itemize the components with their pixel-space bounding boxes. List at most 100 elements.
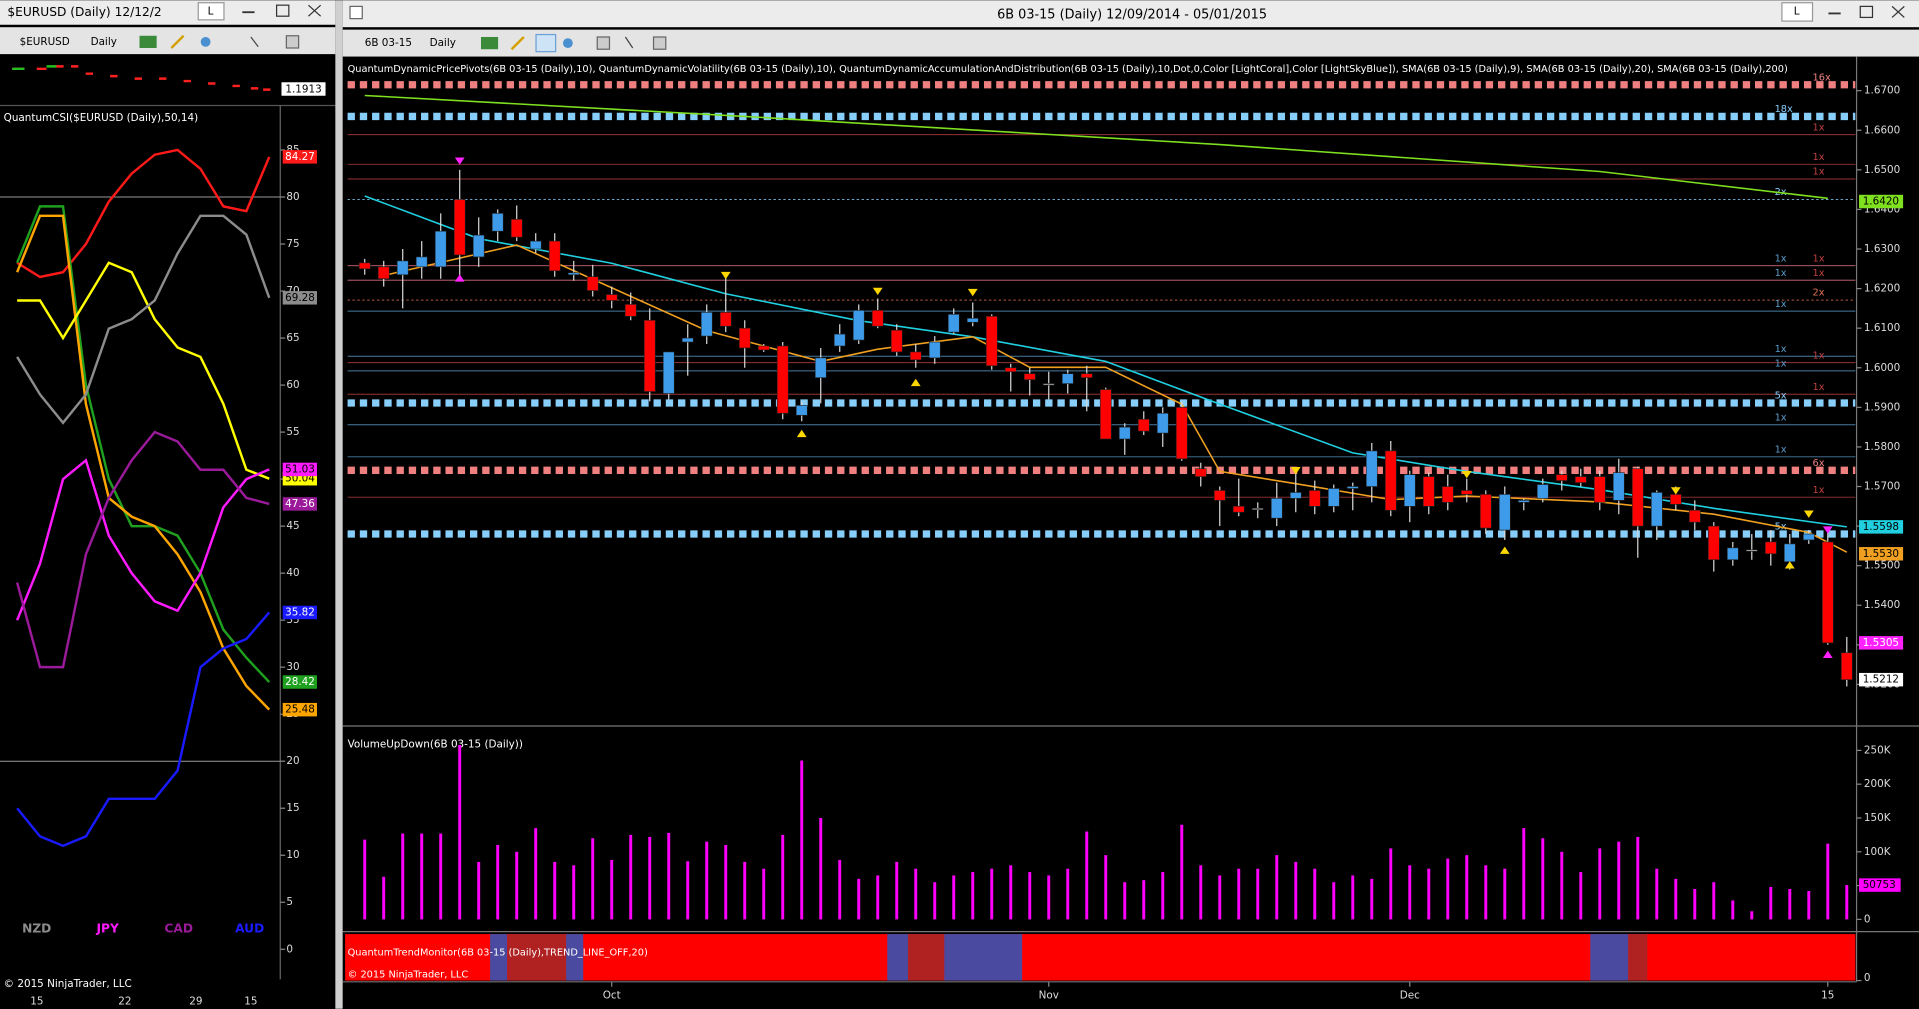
volume-bar — [515, 851, 519, 920]
maximize-button[interactable] — [275, 4, 290, 17]
volume-bar — [1047, 875, 1051, 920]
candle-body — [1403, 474, 1416, 507]
value-label-box — [282, 497, 317, 511]
cursor-icon[interactable] — [624, 36, 634, 49]
volume-bar — [1351, 875, 1355, 920]
volume-bar — [990, 868, 994, 920]
volume-bar — [1484, 865, 1488, 920]
volume-bar — [1332, 882, 1336, 920]
cursor-icon[interactable] — [250, 36, 259, 48]
value-label-box — [282, 462, 317, 477]
y-tick-label: 150K — [1864, 812, 1892, 824]
volume-bar — [952, 875, 956, 920]
x-tick-label: 15 — [30, 995, 43, 1007]
main-copyright: © 2015 NinjaTrader, LLC — [348, 969, 469, 980]
candle-body — [1156, 412, 1169, 434]
tool-icon[interactable] — [562, 38, 573, 49]
maximize-button[interactable] — [1859, 5, 1874, 19]
legend-entry: CAD — [164, 922, 193, 936]
volume-bar — [876, 875, 880, 920]
link-button[interactable] — [197, 2, 225, 21]
main-symbol[interactable]: 6B 03-15 — [365, 37, 412, 49]
candle-body — [472, 234, 485, 258]
trend-segment — [887, 934, 909, 981]
pivot-label: 6x — [1813, 458, 1825, 469]
volume-bar — [1408, 865, 1412, 920]
y-tick-label: 1.6300 — [1864, 243, 1900, 255]
candle-body — [1137, 418, 1150, 432]
y-tick-label: 1.6100 — [1864, 322, 1900, 334]
candle-body — [1080, 373, 1093, 378]
volume-bar — [781, 834, 785, 920]
volume-bar — [1465, 855, 1469, 920]
main-interval[interactable]: Daily — [430, 37, 456, 49]
volume-bar — [1275, 855, 1279, 920]
candle-body — [510, 219, 523, 238]
volume-bar — [401, 833, 405, 920]
volume-bar — [439, 833, 443, 920]
x-tick-label: 15 — [1821, 989, 1834, 1001]
price-label-box — [1859, 520, 1904, 534]
y-tick-label: 60 — [286, 379, 299, 391]
pivot-marker — [910, 378, 921, 387]
volume-bar — [1256, 868, 1260, 920]
chart-style-icon[interactable] — [139, 35, 157, 49]
candle-body — [1422, 476, 1435, 507]
properties-icon[interactable] — [285, 35, 300, 49]
draw-icon[interactable] — [510, 36, 525, 51]
properties-icon[interactable] — [652, 36, 667, 50]
candle-body — [776, 345, 789, 414]
candle-body — [814, 357, 827, 378]
volume-bar — [553, 861, 557, 920]
price-label: 1.5598 — [1863, 521, 1899, 533]
volume-bar — [1598, 848, 1602, 920]
candle-body — [1574, 476, 1587, 483]
volume-bar — [1085, 831, 1089, 920]
link-button[interactable] — [1781, 2, 1814, 22]
pivot-marker — [454, 157, 465, 165]
trend-segment — [507, 934, 567, 981]
close-button[interactable] — [1891, 5, 1905, 18]
candle-body — [567, 272, 580, 276]
volume-title: VolumeUpDown(6B 03-15 (Daily)) — [348, 738, 523, 750]
volume-bar — [705, 841, 709, 920]
left-symbol[interactable]: $EURUSD — [20, 36, 70, 48]
value-label: 51.03 — [285, 463, 315, 475]
candle-body — [377, 266, 390, 280]
pivot-label: 1x — [1775, 268, 1787, 279]
zoom-icon[interactable] — [596, 36, 611, 50]
candle-body — [1270, 498, 1283, 519]
candle-body — [947, 314, 960, 333]
minimize-button[interactable] — [1828, 12, 1841, 15]
minimize-button[interactable] — [242, 11, 255, 14]
left-interval[interactable]: Daily — [91, 36, 117, 48]
chart-style-icon[interactable] — [480, 36, 499, 50]
candle-body — [1251, 507, 1264, 511]
left-title: $EURUSD (Daily) 12/12/2 — [7, 5, 161, 19]
candle-body — [1726, 547, 1739, 561]
price-label: 1.5530 — [1863, 548, 1899, 560]
candle-body — [1555, 474, 1568, 481]
pivot-label: 1x — [1775, 253, 1787, 264]
volume-bar — [477, 861, 481, 920]
pivot-label: 1x — [1775, 299, 1787, 310]
close-button[interactable] — [308, 4, 322, 17]
volume-bar — [762, 868, 766, 920]
price-label-box — [1859, 547, 1904, 561]
draw-icon[interactable] — [170, 34, 185, 49]
value-label: 47.36 — [285, 498, 315, 510]
candle-body — [1688, 509, 1701, 523]
y-tick-label: 1.6500 — [1864, 164, 1900, 176]
value-label: 69.28 — [285, 292, 315, 304]
y-tick-label: 80 — [286, 191, 299, 203]
volume-bar — [686, 861, 690, 920]
legend-entry: AUD — [235, 922, 264, 936]
price-dashes-green — [12, 65, 57, 71]
pivot-marker — [1670, 487, 1681, 495]
tool-icon[interactable] — [200, 36, 211, 47]
pivot-marker — [1822, 650, 1833, 659]
candle-body — [643, 319, 656, 392]
crosshair-button[interactable] — [535, 33, 557, 53]
pivot-marker — [796, 429, 807, 438]
candle-body — [1441, 486, 1454, 503]
